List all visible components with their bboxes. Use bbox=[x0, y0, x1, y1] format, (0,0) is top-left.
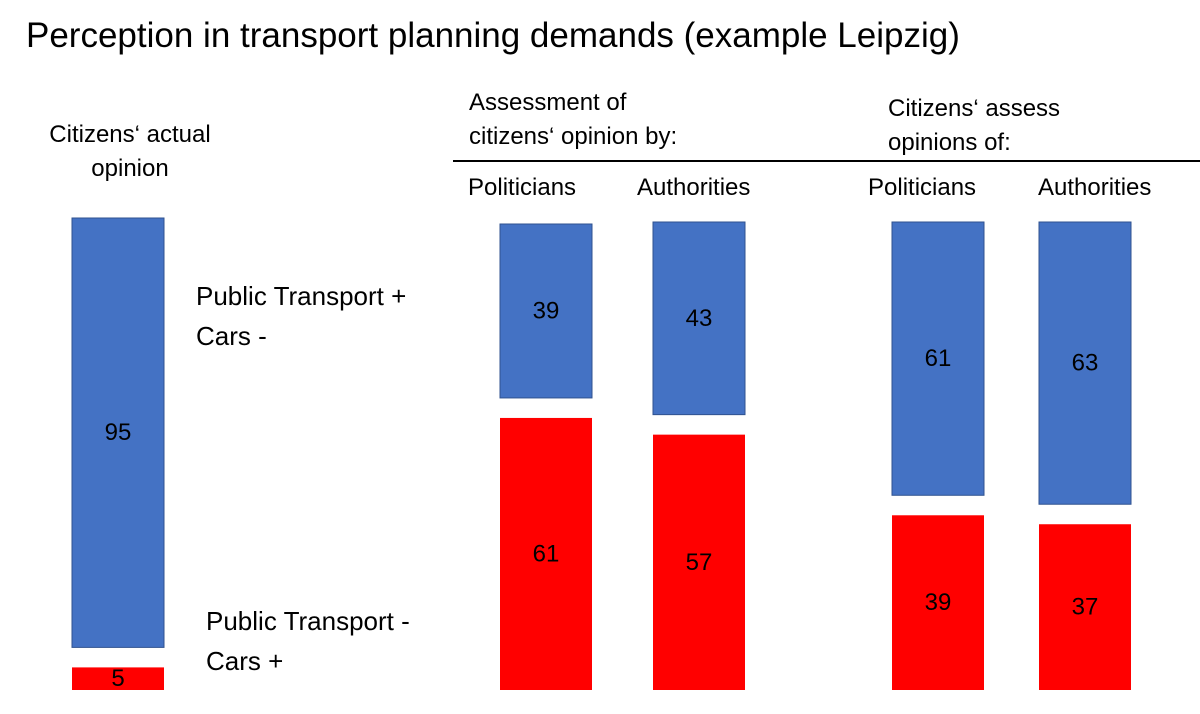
category-label-politicians-assessment: Politicians bbox=[468, 174, 577, 201]
group-label-citizens-assess-line1: Citizens‘ assess bbox=[888, 95, 1061, 122]
group-label-assessment-line1: Assessment of bbox=[469, 89, 627, 116]
bar-pt-minus-2 bbox=[653, 434, 745, 690]
group-label-assessment-line2: citizens‘ opinion by: bbox=[469, 123, 678, 150]
data-label-pt-minus-2: 57 bbox=[686, 549, 713, 576]
group-divider-line bbox=[453, 160, 1200, 162]
bar-pt-plus-1 bbox=[499, 223, 593, 399]
group-label-assessment: Assessment of citizens‘ opinion by: bbox=[469, 86, 677, 154]
group-label-citizens-assess-line2: opinions of: bbox=[888, 129, 1011, 156]
data-label-pt-plus-0: 95 bbox=[105, 419, 132, 446]
category-label-politicians-citizens: Politicians bbox=[868, 174, 977, 201]
data-label-pt-plus-1: 39 bbox=[533, 297, 560, 324]
group-label-citizens-assess: Citizens‘ assess opinions of: bbox=[888, 92, 1060, 160]
bar-pt-minus-1 bbox=[500, 417, 592, 690]
legend-label-pt-minus: Public Transport - Cars + bbox=[206, 601, 410, 681]
data-label-pt-minus-4: 37 bbox=[1072, 594, 1099, 621]
data-label-pt-plus-4: 63 bbox=[1072, 350, 1099, 377]
data-label-pt-minus-0: 5 bbox=[111, 665, 124, 692]
category-label-authorities-citizens: Authorities bbox=[1038, 174, 1152, 201]
bar-pt-plus-3 bbox=[891, 221, 985, 496]
bar-pt-minus-4 bbox=[1039, 524, 1131, 690]
legend-label-pt-plus-line2: Cars - bbox=[196, 321, 267, 351]
bar-pt-plus-4 bbox=[1038, 221, 1132, 505]
group-label-actual: Citizens‘ actual opinion bbox=[37, 118, 223, 186]
bar-pt-plus-2 bbox=[652, 221, 746, 416]
bar-pt-plus-0 bbox=[71, 217, 165, 648]
data-label-pt-plus-2: 43 bbox=[686, 305, 713, 332]
bar-pt-minus-0 bbox=[72, 667, 164, 690]
data-label-pt-plus-3: 61 bbox=[925, 345, 952, 372]
group-label-actual-line2: opinion bbox=[91, 155, 169, 182]
legend-label-pt-minus-line2: Cars + bbox=[206, 646, 284, 676]
category-label-authorities-assessment: Authorities bbox=[637, 174, 751, 201]
legend-label-pt-plus-line1: Public Transport + bbox=[196, 281, 407, 311]
group-label-actual-line1: Citizens‘ actual bbox=[49, 121, 211, 148]
bar-pt-minus-3 bbox=[892, 515, 984, 690]
data-label-pt-minus-3: 39 bbox=[925, 589, 952, 616]
chart-title: Perception in transport planning demands… bbox=[26, 16, 960, 55]
legend-label-pt-minus-line1: Public Transport - bbox=[206, 606, 410, 636]
legend-label-pt-plus: Public Transport + Cars - bbox=[196, 276, 406, 356]
data-label-pt-minus-1: 61 bbox=[533, 540, 560, 567]
